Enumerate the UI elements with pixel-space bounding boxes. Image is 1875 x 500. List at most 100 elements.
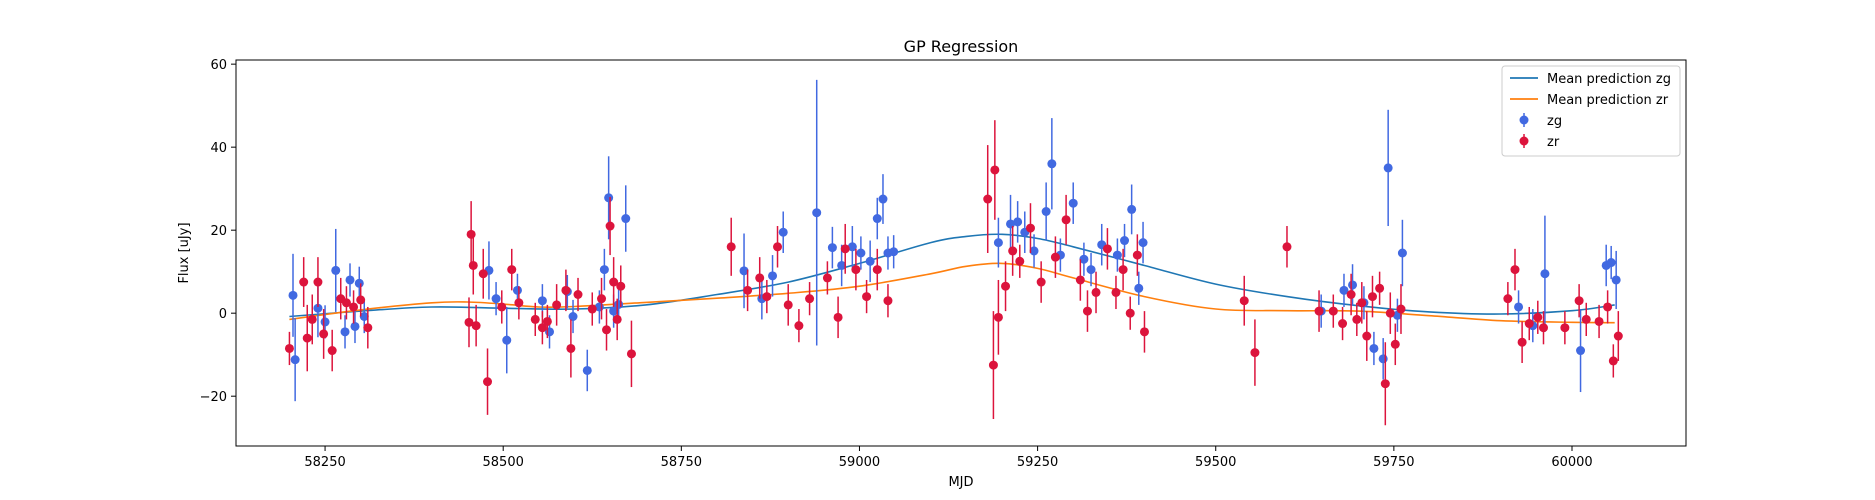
zg-marker	[739, 266, 749, 276]
zg-marker	[768, 271, 778, 281]
zg-point	[568, 299, 578, 334]
zg-marker	[512, 285, 522, 295]
zr-point	[363, 306, 373, 349]
zg-marker	[582, 365, 592, 375]
zg-point	[1540, 215, 1550, 332]
zr-point	[1328, 294, 1338, 328]
zr-point	[1385, 292, 1395, 334]
zr-point	[1082, 290, 1092, 332]
zr-marker	[1008, 246, 1018, 256]
zg-point	[1112, 238, 1122, 272]
zg-marker	[340, 327, 350, 337]
zr-marker	[327, 346, 337, 356]
zr-marker	[1102, 244, 1112, 254]
zr-point	[1346, 273, 1356, 316]
zg-marker	[889, 247, 899, 257]
zr-point	[1533, 300, 1543, 334]
zr-point	[1001, 261, 1011, 312]
zr-point	[566, 319, 576, 378]
zg-point	[582, 349, 592, 392]
zr-point	[1375, 271, 1385, 305]
x-tick-label: 58250	[304, 455, 345, 470]
zr-marker	[561, 285, 571, 295]
zr-marker	[609, 277, 619, 287]
zr-point	[1390, 323, 1400, 366]
zr-point	[1380, 342, 1390, 426]
zr-marker	[602, 325, 612, 335]
zr-point	[1352, 302, 1362, 337]
zr-marker	[284, 343, 294, 353]
zr-point	[573, 277, 583, 312]
zr-point	[552, 284, 562, 326]
zg-point	[1068, 182, 1078, 224]
zr-point	[851, 248, 861, 291]
zr-marker	[313, 277, 323, 287]
zg-marker	[1127, 204, 1137, 214]
legend-label: Mean prediction zr	[1547, 93, 1669, 108]
zg-point	[1397, 219, 1407, 287]
zr-marker	[1608, 356, 1618, 366]
zr-point	[1396, 284, 1406, 334]
zg-marker	[1086, 265, 1096, 275]
zr-marker	[805, 294, 815, 304]
zr-point	[602, 309, 612, 351]
zr-marker	[616, 281, 626, 291]
zg-marker	[621, 214, 631, 224]
zr-point	[1125, 296, 1135, 330]
zr-point	[833, 296, 843, 339]
zr-marker	[1385, 308, 1395, 318]
y-axis: −20 0 20 40 60	[200, 58, 236, 405]
zr-point	[1118, 248, 1128, 291]
zr-point	[1613, 311, 1623, 361]
zg-marker	[320, 317, 330, 327]
zr-marker	[471, 321, 481, 331]
zr-point	[862, 279, 872, 314]
y-axis-label: Flux [uJy]	[177, 222, 192, 283]
zg-point	[340, 315, 350, 349]
zr-marker	[1338, 319, 1348, 329]
zr-point	[1357, 282, 1367, 324]
zr-point	[1367, 275, 1377, 318]
zr-point	[537, 311, 547, 345]
zg-point	[354, 266, 364, 300]
zr-point	[1510, 248, 1520, 291]
legend-label: zg	[1547, 114, 1562, 129]
zr-marker	[1015, 256, 1025, 266]
zr-point	[478, 248, 488, 299]
zr-marker	[464, 317, 474, 327]
zr-marker	[1503, 294, 1513, 304]
zr-marker	[1132, 250, 1142, 260]
zr-marker	[1357, 298, 1367, 308]
zr-point	[464, 297, 474, 348]
zg-marker	[345, 275, 355, 285]
zr-marker	[605, 221, 615, 231]
zg-point	[1013, 201, 1023, 243]
zg-point	[1047, 118, 1057, 210]
zg-point	[1138, 221, 1148, 264]
zg-marker	[778, 227, 788, 237]
zr-point	[1603, 290, 1613, 324]
zr-marker	[356, 295, 366, 305]
zr-marker	[1239, 296, 1249, 306]
zr-marker	[319, 329, 329, 339]
zr-marker	[1139, 327, 1149, 337]
zg-point	[290, 318, 300, 402]
legend: Mean prediction zg Mean prediction zr zg zr	[1501, 65, 1681, 157]
zr-point	[284, 331, 294, 366]
zr-marker	[1082, 306, 1092, 316]
zr-marker	[1352, 314, 1362, 324]
zr-marker	[1328, 306, 1338, 316]
zg-point	[1029, 234, 1039, 268]
zr-marker	[483, 377, 493, 387]
zr-marker	[1125, 308, 1135, 318]
zr-marker	[1091, 287, 1101, 297]
zr-marker	[1603, 302, 1613, 312]
zr-point	[1102, 228, 1112, 270]
zr-marker	[537, 323, 547, 333]
legend-entry: Mean prediction zr	[1510, 93, 1669, 108]
zg-marker	[878, 194, 888, 204]
zr-point	[1282, 226, 1292, 268]
x-tick-label: 59000	[839, 455, 880, 470]
zr-point	[762, 279, 772, 314]
